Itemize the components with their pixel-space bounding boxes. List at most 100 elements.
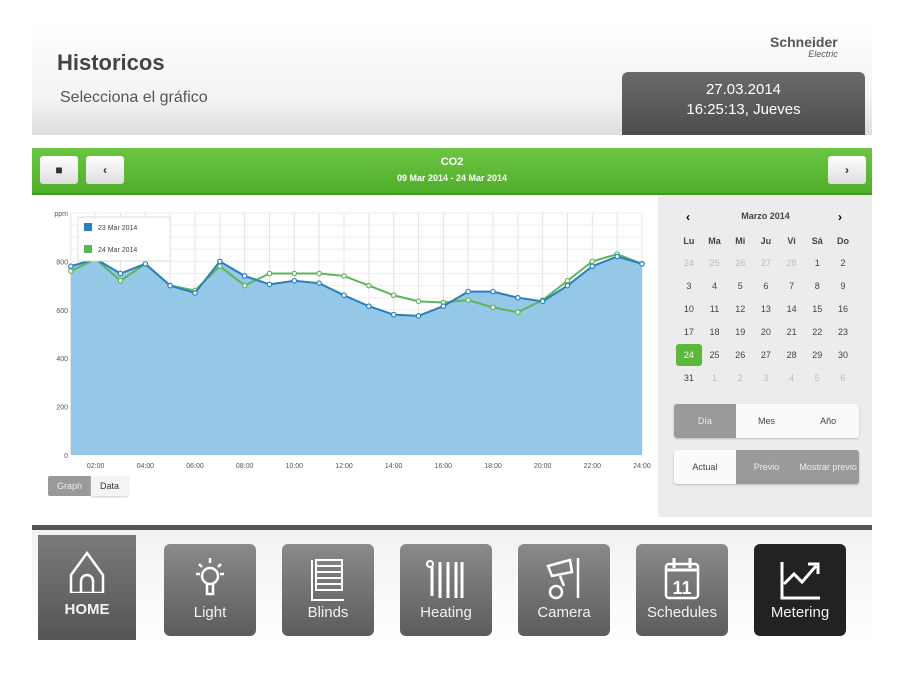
data-point [291, 277, 298, 284]
period-selector: Día Mes Año [674, 404, 859, 438]
day-cell[interactable]: 7 [789, 281, 795, 291]
data-point [167, 282, 173, 289]
data-point [341, 292, 347, 299]
legend-label: 24 Mar 2014 [98, 247, 137, 254]
menu-button[interactable]: ■ [40, 156, 78, 184]
data-point [564, 282, 571, 289]
prev-button[interactable]: ‹ [86, 156, 124, 184]
day-cell[interactable]: 28 [786, 258, 797, 268]
compare-option[interactable]: Actual [674, 450, 736, 484]
day-cell[interactable]: 22 [812, 327, 823, 337]
day-cell[interactable]: 3 [763, 373, 769, 383]
nav-metering[interactable]: Metering [754, 544, 846, 636]
day-cell[interactable]: 23 [837, 327, 848, 337]
weekday-label: Mi [735, 236, 746, 246]
data-point [316, 280, 322, 286]
day-cell[interactable]: 2 [737, 373, 743, 383]
date: 27.03.2014 [705, 81, 782, 98]
day-cell[interactable]: 15 [812, 304, 823, 314]
data-point [366, 282, 372, 289]
day-cell[interactable]: 11 [709, 304, 720, 314]
x-tick-label: 20:00 [534, 463, 552, 470]
day-cell[interactable]: 17 [683, 327, 694, 337]
nav-camera[interactable]: Camera [518, 544, 610, 636]
data-tab[interactable]: Data [91, 476, 129, 496]
data-point [639, 261, 645, 267]
day-cell[interactable]: 5 [814, 373, 820, 383]
period-option[interactable]: Año [797, 404, 859, 438]
compare-selector: Actual Previo Mostrar previo [674, 450, 859, 484]
data-point [117, 270, 124, 277]
week-row: 3 4 5 6 7 8 9 [676, 275, 856, 297]
grid-icon: ■ [55, 163, 63, 177]
chart-area: 0 200 400 600 800 ppm 02:00 04:00 06:00 08:00 10:0… [32, 195, 655, 517]
day-cell[interactable]: 6 [840, 373, 846, 383]
day-cell[interactable]: 14 [786, 304, 797, 314]
day-cell[interactable]: 20 [760, 327, 771, 337]
day-cell[interactable]: 27 [760, 350, 771, 360]
nav-home[interactable]: HOME [38, 535, 136, 640]
cal-next-icon[interactable]: › [838, 210, 842, 224]
day-cell[interactable]: 28 [786, 350, 797, 360]
graph-tab[interactable]: Graph [48, 476, 92, 496]
area-23-mar [70, 256, 643, 455]
nav-heating[interactable]: Heating [400, 544, 492, 636]
day-cell[interactable]: 4 [712, 281, 718, 291]
day-cell[interactable]: 1 [712, 373, 718, 383]
day-cell[interactable]: 29 [812, 350, 823, 360]
cal-prev-icon[interactable]: ‹ [686, 210, 690, 224]
day-cell[interactable]: 12 [735, 304, 746, 314]
day-cell[interactable]: 10 [683, 304, 694, 314]
day-cell[interactable]: 30 [837, 350, 848, 360]
data-point [490, 288, 496, 295]
period-option[interactable]: Mes [735, 404, 798, 438]
period-option[interactable]: Día [674, 404, 736, 438]
data-point [564, 277, 571, 284]
date-picker: ‹ Marzo 2014 › Lu Ma Mi Ju Vi Sá Do 24 25 26 27 28… [658, 195, 872, 517]
data-point [515, 294, 521, 301]
y-tick-label: 800 [56, 259, 68, 266]
weekday-label: Sá [811, 236, 823, 246]
data-point [390, 311, 397, 318]
nav-label: Heating [420, 604, 472, 621]
day-cell[interactable]: 2 [840, 258, 846, 268]
day-cell[interactable]: 27 [760, 258, 771, 268]
day-cell[interactable]: 1 [814, 258, 820, 268]
day-cell[interactable]: 25 [709, 350, 720, 360]
day-cell[interactable]: 13 [760, 304, 771, 314]
blinds-icon [311, 559, 344, 601]
data-point [266, 270, 273, 277]
day-cell[interactable]: 9 [840, 281, 846, 291]
day-cell[interactable]: 25 [709, 258, 720, 268]
day-cell[interactable]: 24 [676, 344, 702, 366]
x-tick-label: 24:00 [633, 463, 651, 470]
view-toggle: Graph Data [48, 476, 129, 496]
data-point [415, 298, 422, 305]
day-cell[interactable]: 31 [683, 373, 694, 383]
nav-schedules[interactable]: 11 Schedules [636, 544, 728, 636]
day-cell[interactable]: 18 [709, 327, 720, 337]
day-cell[interactable]: 4 [789, 373, 795, 383]
day-cell[interactable]: 21 [786, 327, 797, 337]
day-cell[interactable]: 26 [735, 258, 746, 268]
data-point [440, 303, 447, 309]
day-cell[interactable]: 19 [735, 327, 746, 337]
nav-label: Camera [537, 604, 591, 621]
data-point [589, 258, 596, 265]
compare-option[interactable]: Mostrar previo [797, 450, 859, 484]
calendar-month: Marzo 2014 [741, 211, 790, 221]
day-cell[interactable]: 24 [683, 258, 694, 268]
nav-light[interactable]: Light [164, 544, 256, 636]
day-cell[interactable]: 6 [763, 281, 769, 291]
compare-option[interactable]: Previo [735, 450, 798, 484]
day-cell[interactable]: 8 [814, 281, 820, 291]
datetime-box: 27.03.2014 16:25:13, Jueves [622, 72, 865, 135]
day-cell[interactable]: 26 [735, 350, 746, 360]
day-cell[interactable]: 5 [737, 281, 743, 291]
day-cell[interactable]: 3 [686, 281, 692, 291]
day-cell[interactable]: 16 [837, 304, 848, 314]
co2-chart: 0 200 400 600 800 ppm 02:00 04:00 06:00 08:00 10:0… [54, 211, 651, 470]
nav-blinds[interactable]: Blinds [282, 544, 374, 636]
calendar-icon: 11 [664, 558, 700, 600]
next-button[interactable]: › [828, 156, 866, 184]
